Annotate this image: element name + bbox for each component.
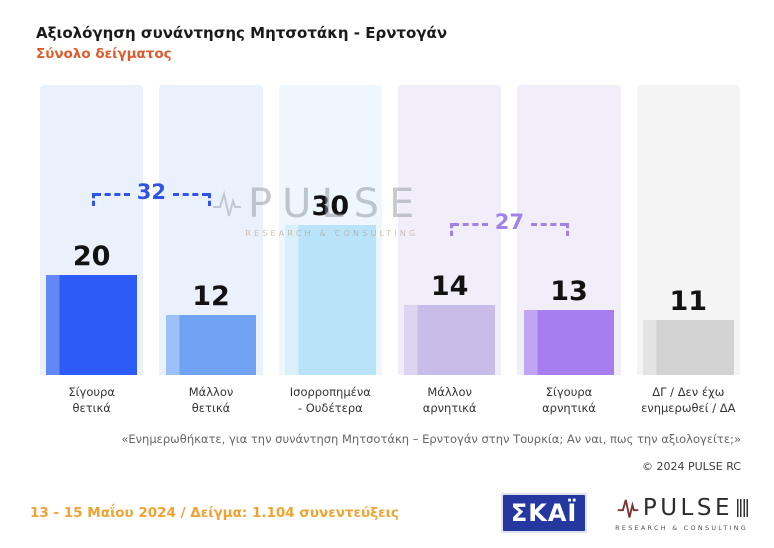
chart-column-5: 11	[636, 85, 740, 375]
chart-columns: 20 12 30 14 13 11	[40, 85, 740, 375]
chart-column-1: 12	[159, 85, 263, 375]
bar	[404, 305, 496, 375]
footer: 13 - 15 Μαΐου 2024 / Δείγμα: 1.104 συνεν…	[0, 486, 774, 548]
survey-info: 13 - 15 Μαΐου 2024 / Δείγμα: 1.104 συνεν…	[30, 505, 399, 521]
bar	[46, 275, 138, 375]
bar-value: 30	[311, 191, 350, 222]
chart-column-0: 20	[40, 85, 144, 375]
page-title: Αξιολόγηση συνάντησης Μητσοτάκη - Ερντογ…	[36, 24, 448, 42]
bar	[165, 315, 257, 375]
chart-column-4: 13	[517, 85, 621, 375]
pulse-logo-text: PULSE	[642, 495, 733, 521]
category-label: Σίγουρα θετικά	[68, 385, 115, 416]
bar	[642, 320, 734, 375]
chart-column-3: 14	[397, 85, 502, 375]
skai-logo-text: ΣΚΑΪ	[510, 499, 578, 527]
chart-column-2: 30	[278, 85, 382, 375]
bar	[523, 310, 615, 375]
bar-chart: 20 12 30 14 13 11 PULSE RESEARCH & CONSULTING…	[40, 85, 740, 445]
category-label: Ισορροπημένα - Ουδέτερα	[289, 385, 371, 416]
bar-value: 12	[192, 281, 230, 312]
skai-logo: ΣΚΑΪ	[501, 493, 588, 533]
category-label: Μάλλον θετικά	[188, 385, 234, 416]
category-label: Μάλλον αρνητικά	[422, 385, 477, 416]
pulse-logo-tagline: RESEARCH & CONSULTING	[615, 524, 748, 532]
copyright-note: © 2024 PULSE RC	[641, 460, 741, 473]
bar-value: 14	[430, 271, 469, 302]
bar-value: 13	[550, 276, 588, 307]
logos: ΣΚΑΪ PULSE RESEARCH & CONSULTING	[501, 493, 748, 533]
pulse-logo: PULSE RESEARCH & CONSULTING	[615, 494, 748, 532]
category-label: Σίγουρα αρνητικά	[542, 385, 596, 416]
page-subtitle: Σύνολο δείγματος	[36, 46, 172, 62]
bar-value: 20	[72, 241, 111, 272]
survey-question: «Ενημερωθήκατε, για την συνάντηση Μητσοτ…	[121, 432, 741, 446]
pulse-logo-waveform-icon	[617, 499, 639, 518]
category-label: ΔΓ / Δεν έχω ενημερωθεί / ΔΑ	[641, 385, 736, 416]
barcode-mark	[737, 499, 748, 517]
bar	[284, 225, 376, 375]
bar-value: 11	[669, 286, 708, 317]
category-labels: Σίγουρα θετικά Μάλλον θετικά Ισορροπημένα - Ο…	[40, 384, 740, 416]
